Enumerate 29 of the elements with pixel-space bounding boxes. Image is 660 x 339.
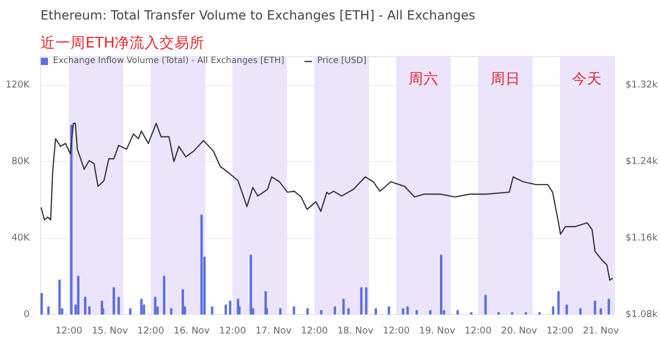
- x-tick-label: 18. Nov: [337, 326, 374, 336]
- x-tick-label: 12:00: [464, 326, 492, 336]
- x-tick-label: 15. Nov: [92, 326, 128, 336]
- y2-tick-label: $1.08k: [626, 309, 658, 320]
- y-tick-label: 0: [24, 309, 30, 320]
- x-tick-label: 17. Nov: [256, 326, 292, 336]
- band-label: 周六: [408, 70, 439, 88]
- chart-subtitle: 近一周ETH净流入交易所: [40, 34, 205, 52]
- y2-tick-label: $1.24k: [626, 156, 658, 168]
- x-tick-label: 12:00: [546, 326, 574, 336]
- x-tick-label: 16. Nov: [174, 326, 210, 336]
- y-tick-label: 80K: [12, 156, 30, 168]
- x-tick-label: 19. Nov: [419, 326, 456, 336]
- legend-label: Exchange Inflow Volume (Total) - All Exchanges [ETH]: [53, 56, 284, 66]
- y2-tick-label: $1.32k: [626, 80, 658, 91]
- chart-title: Ethereum: Total Transfer Volume to Exchanges [ETH] - All Exchanges: [40, 8, 476, 22]
- band-label: 周日: [490, 70, 520, 88]
- y-tick-label: 120K: [6, 80, 30, 91]
- x-tick-label: 12:00: [300, 326, 328, 336]
- x-tick-label: 12:00: [137, 326, 164, 336]
- y2-tick-label: $1.16k: [626, 232, 658, 244]
- band-label: 今天: [572, 70, 602, 88]
- x-tick-label: 12:00: [382, 326, 410, 336]
- x-tick-label: 21. Nov: [582, 326, 620, 336]
- legend-label: Price [USD]: [317, 56, 366, 66]
- x-tick-label: 12:00: [219, 326, 246, 336]
- y-tick-label: 40K: [12, 232, 30, 244]
- x-tick-label: 12:00: [55, 326, 82, 336]
- x-tick-label: 20. Nov: [501, 326, 538, 336]
